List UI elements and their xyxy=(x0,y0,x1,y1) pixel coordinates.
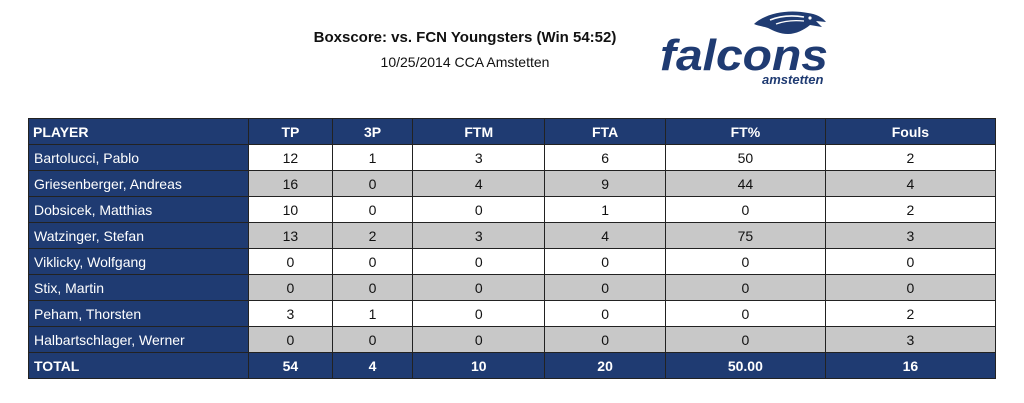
table-row: Peham, Thorsten 3 1 0 0 0 2 xyxy=(28,300,997,327)
cell-ftm: 4 xyxy=(412,170,546,197)
boxscore-table: PLAYER TP 3P FTM FTA FT% Fouls Bartolucc… xyxy=(28,118,997,379)
player-name: Griesenberger, Andreas xyxy=(28,170,249,197)
total-ftm: 10 xyxy=(412,352,546,379)
total-fta: 20 xyxy=(544,352,666,379)
report-header: Boxscore: vs. FCN Youngsters (Win 54:52)… xyxy=(0,28,930,72)
cell-ftpct: 0 xyxy=(664,274,826,301)
page-title: Boxscore: vs. FCN Youngsters (Win 54:52) xyxy=(313,29,617,46)
falcons-logo: falcons amstetten xyxy=(660,11,828,86)
cell-fta: 9 xyxy=(544,170,666,197)
cell-ftm: 0 xyxy=(412,196,546,223)
table-row: Halbartschlager, Werner 0 0 0 0 0 3 xyxy=(28,326,997,353)
cell-ftm: 0 xyxy=(412,326,546,353)
cell-ftpct: 44 xyxy=(664,170,826,197)
logo-subtext: amstetten xyxy=(762,72,823,86)
cell-3p: 0 xyxy=(331,170,414,197)
cell-ftpct: 75 xyxy=(664,222,826,249)
cell-ftm: 0 xyxy=(412,248,546,275)
cell-tp: 10 xyxy=(248,196,333,223)
cell-tp: 0 xyxy=(248,274,333,301)
cell-fouls: 4 xyxy=(824,170,997,197)
player-name: Watzinger, Stefan xyxy=(28,222,249,249)
total-fouls: 16 xyxy=(824,352,997,379)
cell-fta: 4 xyxy=(544,222,666,249)
total-label: TOTAL xyxy=(28,352,249,379)
column-header-fouls: Fouls xyxy=(824,118,997,145)
cell-3p: 2 xyxy=(331,222,414,249)
cell-3p: 0 xyxy=(331,274,414,301)
cell-tp: 3 xyxy=(248,300,333,327)
cell-tp: 12 xyxy=(248,144,333,171)
table-row: Stix, Martin 0 0 0 0 0 0 xyxy=(28,274,997,301)
column-header-player: PLAYER xyxy=(28,118,249,145)
table-row: Bartolucci, Pablo 12 1 3 6 50 2 xyxy=(28,144,997,171)
cell-ftm: 0 xyxy=(412,274,546,301)
player-name: Peham, Thorsten xyxy=(28,300,249,327)
logo-wordmark: falcons xyxy=(660,31,828,80)
cell-fta: 0 xyxy=(544,300,666,327)
cell-tp: 13 xyxy=(248,222,333,249)
player-name: Stix, Martin xyxy=(28,274,249,301)
cell-ftpct: 0 xyxy=(664,326,826,353)
cell-fouls: 2 xyxy=(824,196,997,223)
cell-ftpct: 0 xyxy=(664,248,826,275)
cell-fouls: 2 xyxy=(824,144,997,171)
table-row: Griesenberger, Andreas 16 0 4 9 44 4 xyxy=(28,170,997,197)
column-header-ftpct: FT% xyxy=(664,118,826,145)
cell-tp: 0 xyxy=(248,248,333,275)
table-row: Viklicky, Wolfgang 0 0 0 0 0 0 xyxy=(28,248,997,275)
player-name: Halbartschlager, Werner xyxy=(28,326,249,353)
cell-fta: 6 xyxy=(544,144,666,171)
column-header-fta: FTA xyxy=(544,118,666,145)
cell-tp: 16 xyxy=(248,170,333,197)
player-name: Viklicky, Wolfgang xyxy=(28,248,249,275)
column-header-ftm: FTM xyxy=(412,118,546,145)
table-row: Watzinger, Stefan 13 2 3 4 75 3 xyxy=(28,222,997,249)
cell-3p: 0 xyxy=(331,326,414,353)
total-row: TOTAL 54 4 10 20 50.00 16 xyxy=(28,352,997,379)
player-name: Dobsicek, Matthias xyxy=(28,196,249,223)
page-subtitle: 10/25/2014 CCA Amstetten xyxy=(380,54,550,70)
cell-3p: 0 xyxy=(331,248,414,275)
column-header-3p: 3P xyxy=(331,118,414,145)
cell-ftm: 3 xyxy=(412,144,546,171)
cell-ftm: 0 xyxy=(412,300,546,327)
cell-fouls: 2 xyxy=(824,300,997,327)
cell-ftpct: 0 xyxy=(664,196,826,223)
cell-fta: 0 xyxy=(544,248,666,275)
player-name: Bartolucci, Pablo xyxy=(28,144,249,171)
cell-fta: 1 xyxy=(544,196,666,223)
cell-fta: 0 xyxy=(544,274,666,301)
cell-ftm: 3 xyxy=(412,222,546,249)
cell-3p: 1 xyxy=(331,144,414,171)
falcon-head-icon xyxy=(754,11,826,34)
cell-ftpct: 0 xyxy=(664,300,826,327)
cell-fouls: 0 xyxy=(824,274,997,301)
table-header-row: PLAYER TP 3P FTM FTA FT% Fouls xyxy=(28,118,997,145)
table-row: Dobsicek, Matthias 10 0 0 1 0 2 xyxy=(28,196,997,223)
cell-fouls: 0 xyxy=(824,248,997,275)
cell-3p: 1 xyxy=(331,300,414,327)
total-tp: 54 xyxy=(248,352,333,379)
cell-fta: 0 xyxy=(544,326,666,353)
total-ftpct: 50.00 xyxy=(664,352,826,379)
cell-ftpct: 50 xyxy=(664,144,826,171)
total-3p: 4 xyxy=(331,352,414,379)
cell-fouls: 3 xyxy=(824,222,997,249)
cell-tp: 0 xyxy=(248,326,333,353)
column-header-tp: TP xyxy=(248,118,333,145)
cell-3p: 0 xyxy=(331,196,414,223)
cell-fouls: 3 xyxy=(824,326,997,353)
